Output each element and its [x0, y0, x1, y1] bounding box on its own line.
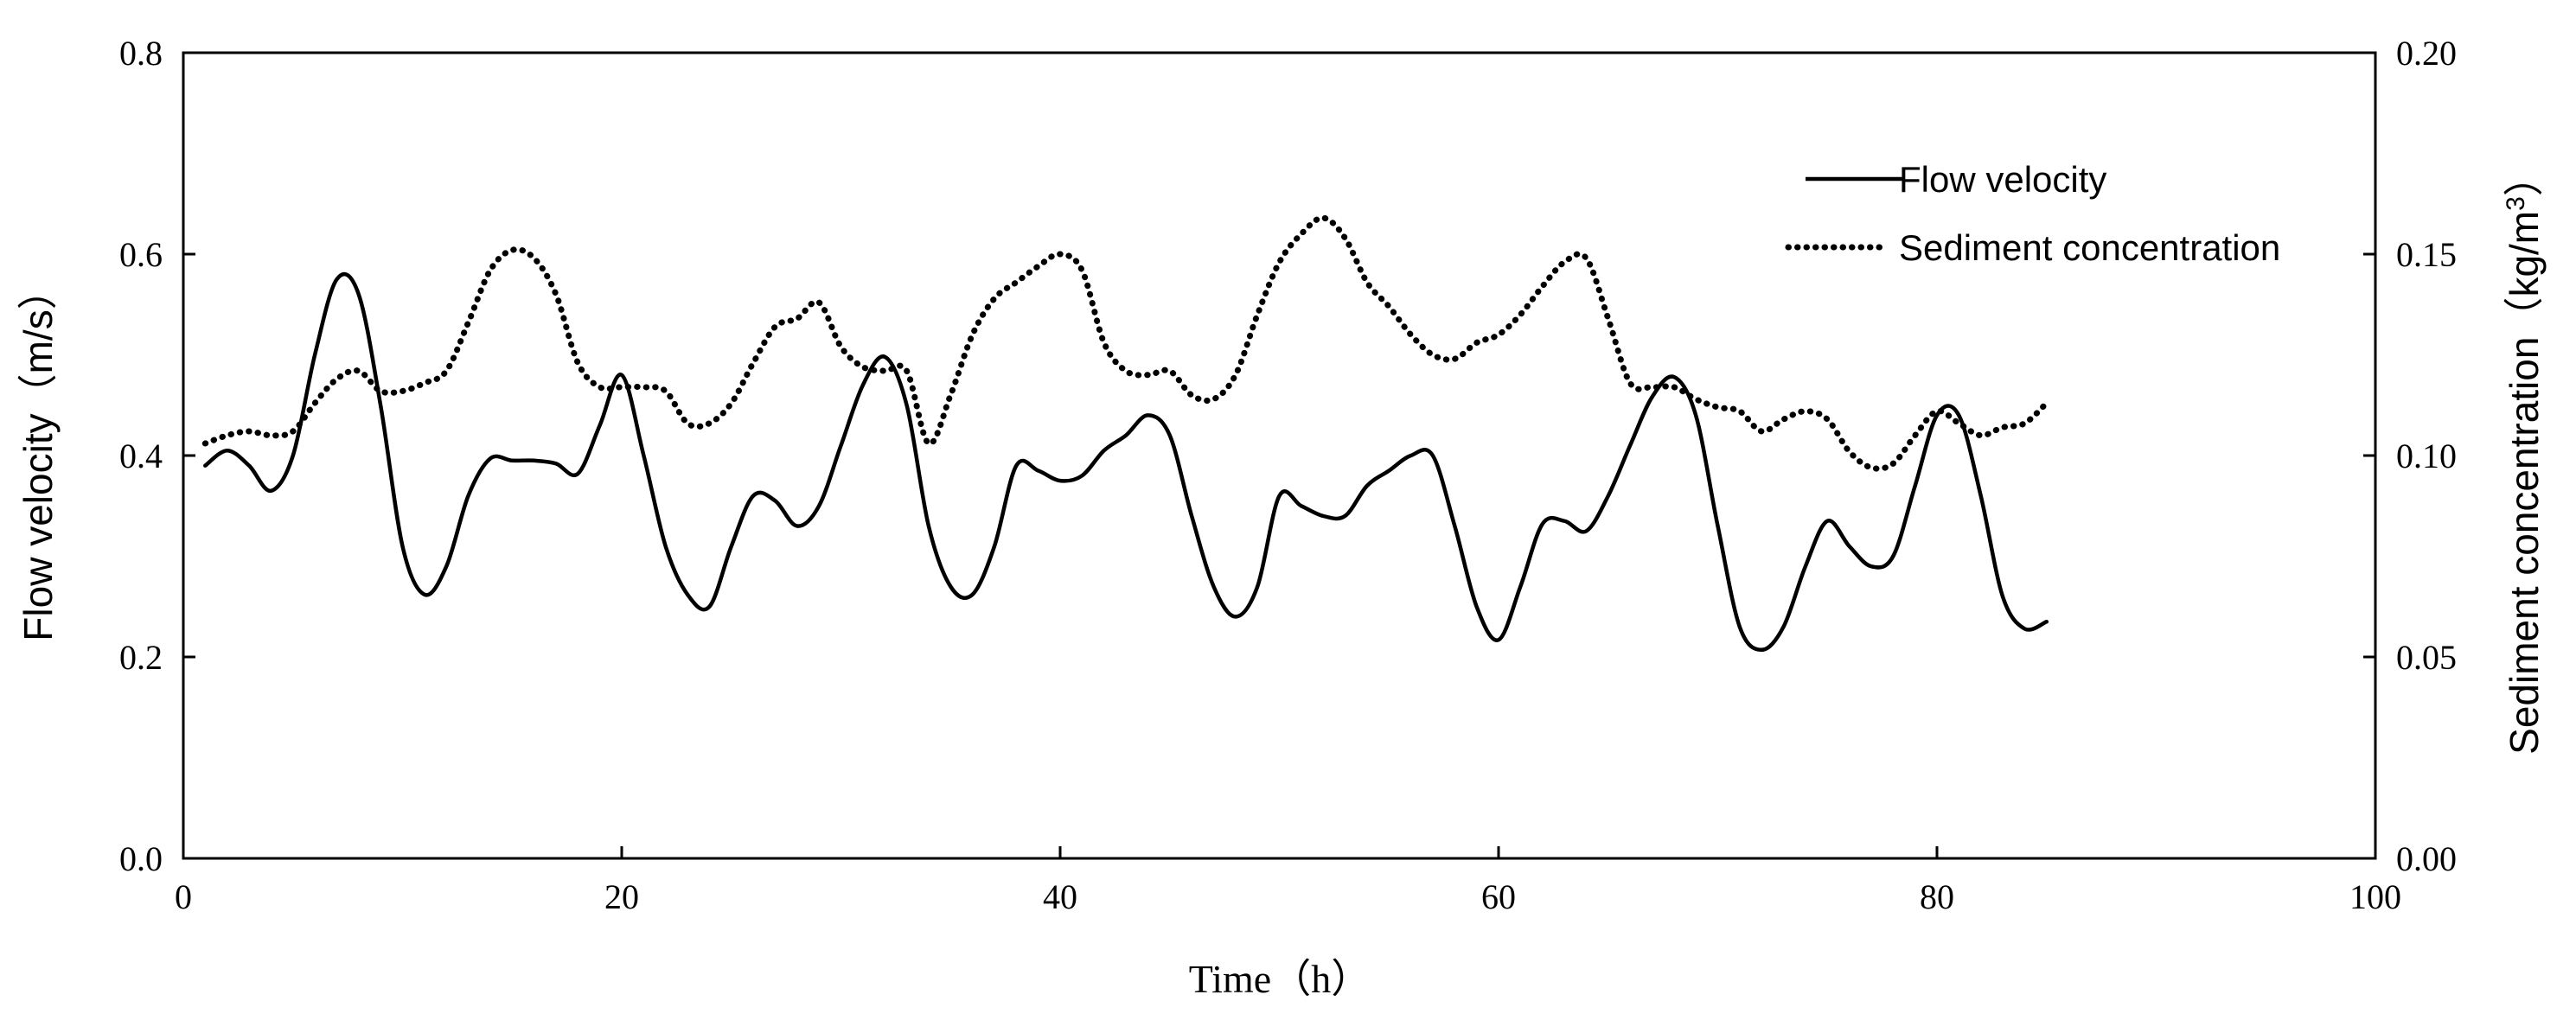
x-tick-label: 60: [1481, 877, 1516, 916]
right-y-axis-ticks: 0.00 0.05 0.10 0.15 0.20: [2363, 34, 2457, 878]
legend: Flow velocity Sediment concentration: [1785, 159, 2280, 268]
right-y-tick-label: 0.00: [2396, 839, 2457, 878]
left-y-axis-ticks: 0.0 0.2 0.4 0.6 0.8: [119, 34, 195, 878]
x-tick-label: 20: [604, 877, 639, 916]
left-y-axis-title: Flow velocity（m/s）: [16, 270, 61, 641]
right-y-axis-title-superscript: 3: [2502, 196, 2530, 211]
right-y-tick-label: 0.10: [2396, 437, 2457, 475]
left-y-tick-label: 0.6: [119, 235, 163, 274]
legend-label-sediment-concentration: Sediment concentration: [1899, 227, 2280, 268]
legend-label-flow-velocity: Flow velocity: [1899, 159, 2106, 200]
right-y-tick-label: 0.05: [2396, 638, 2457, 677]
right-y-axis-title: Sediment concentration（kg/m3）: [2502, 156, 2547, 755]
right-y-axis-title-main: Sediment concentration（kg/m: [2502, 211, 2547, 755]
left-y-tick-label: 0.2: [119, 638, 163, 677]
series-line-flow-velocity: [203, 271, 2049, 653]
right-y-tick-label: 0.15: [2396, 235, 2457, 274]
series-line-sediment-concentration: [201, 214, 2050, 472]
series-layer: [201, 214, 2050, 653]
x-axis-ticks: 0 20 40 60 80 100: [175, 846, 2401, 916]
left-y-tick-label: 0.0: [119, 839, 163, 878]
right-y-axis-title-end: ）: [2502, 156, 2547, 196]
right-y-tick-label: 0.20: [2396, 34, 2457, 73]
x-tick-label: 40: [1043, 877, 1077, 916]
x-tick-label: 0: [175, 877, 192, 916]
left-y-tick-label: 0.4: [119, 437, 163, 475]
left-y-tick-label: 0.8: [119, 34, 163, 73]
x-tick-label: 80: [1920, 877, 1954, 916]
x-tick-label: 100: [2349, 877, 2401, 916]
x-axis-title: Time（h）: [1189, 957, 1371, 1001]
